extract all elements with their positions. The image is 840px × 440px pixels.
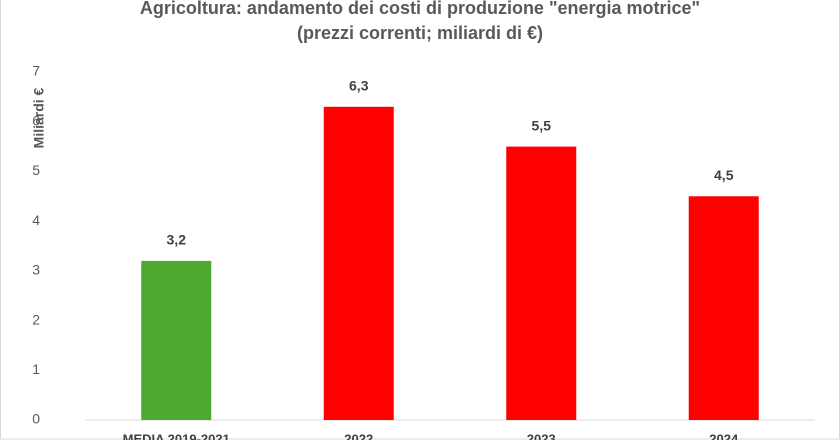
bar (688, 196, 759, 420)
y-tick-label: 1 (32, 361, 40, 377)
x-tick-label: 2024 (709, 431, 739, 440)
bar (323, 106, 394, 421)
y-tick-label: 0 (32, 411, 40, 427)
x-tick-label: MEDIA 2019-2021 (123, 431, 230, 440)
x-tick-label: 2023 (527, 431, 556, 440)
value-label: 3,2 (167, 232, 187, 248)
y-tick-label: 3 (32, 262, 40, 278)
value-label: 4,5 (714, 167, 734, 183)
bar (506, 146, 577, 421)
bar (141, 260, 212, 420)
chart-title: Agricoltura: andamento dei costi di prod… (140, 0, 700, 18)
y-tick-label: 6 (32, 112, 40, 128)
y-tick-label: 7 (32, 63, 40, 79)
value-label: 6,3 (349, 78, 369, 94)
y-tick-label: 4 (32, 212, 40, 228)
y-tick-label: 5 (32, 162, 40, 178)
value-label: 5,5 (532, 117, 552, 133)
x-tick-label: 2022 (344, 431, 373, 440)
y-tick-label: 2 (32, 311, 40, 327)
y-axis-label: Miliardi € (31, 87, 47, 148)
chart-subtitle: (prezzi correnti; miliardi di €) (297, 23, 543, 43)
